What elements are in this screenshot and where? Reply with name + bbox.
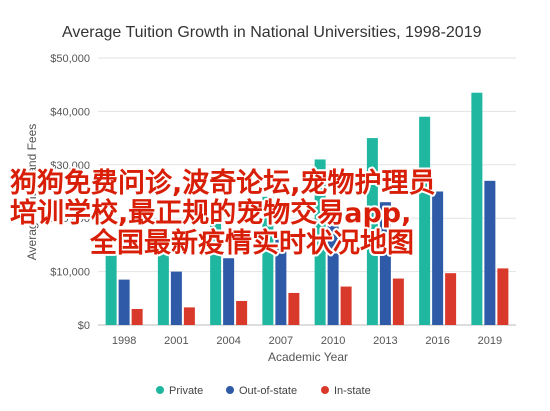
y-axis-label: Average Tuition and Fees (25, 124, 39, 261)
bar-out-of-state-2004 (223, 258, 235, 325)
y-tick-label: $40,000 (50, 106, 90, 118)
x-tick-label: 2004 (216, 335, 240, 347)
overlay-line-1: 狗狗免费问诊,波奇论坛,宠物护理员 (10, 167, 436, 199)
bar-out-of-state-2019 (484, 180, 496, 325)
legend-swatch (226, 386, 234, 394)
bar-in-state-2001 (183, 307, 195, 325)
overlay-line-2: 培训学校,最正规的宠物交易app, (10, 197, 411, 229)
bar-out-of-state-2010 (327, 218, 339, 325)
x-tick-label: 2010 (321, 335, 345, 347)
legend-label: Out-of-state (239, 385, 297, 397)
bar-in-state-2016 (445, 273, 457, 325)
bar-in-state-2007 (288, 292, 300, 325)
bar-out-of-state-2016 (432, 191, 444, 325)
bar-out-of-state-2001 (170, 271, 182, 325)
bar-in-state-2004 (236, 300, 248, 325)
bar-in-state-2010 (340, 286, 352, 325)
bar-in-state-2013 (392, 278, 404, 325)
bar-out-of-state-2007 (275, 239, 287, 325)
y-tick-label: $30,000 (50, 160, 90, 172)
bar-private-2010 (314, 159, 326, 325)
bar-out-of-state-1998 (118, 279, 130, 325)
bars (105, 92, 509, 326)
bar-private-2016 (419, 116, 431, 326)
x-axis-label: Academic Year (268, 350, 348, 364)
x-tick-label: 2007 (269, 335, 293, 347)
x-tick-label: 2019 (478, 335, 502, 347)
bar-private-2007 (262, 196, 274, 325)
bar-private-2001 (157, 234, 169, 325)
y-tick-label: $50,000 (50, 53, 90, 65)
legend-label: In-state (334, 385, 371, 397)
y-tick-label: $20,000 (50, 213, 90, 225)
bar-private-1998 (105, 250, 117, 325)
legend: Private Out-of-state In-state (156, 385, 371, 397)
legend-label: Private (169, 385, 203, 397)
x-tick-label: 2013 (373, 335, 397, 347)
bar-in-state-2019 (497, 268, 509, 325)
x-tick-label: 1998 (112, 335, 136, 347)
legend-swatch (156, 386, 164, 394)
bar-private-2019 (471, 92, 483, 326)
legend-swatch (321, 386, 329, 394)
x-tick-label: 2001 (164, 335, 188, 347)
bar-out-of-state-2013 (379, 202, 391, 325)
overlay-line-3: 全国最新疫情实时状况地图 (89, 227, 414, 259)
watermark-overlay: 狗狗免费问诊,波奇论坛,宠物护理员 培训学校,最正规的宠物交易app, 全国最新… (8, 165, 438, 261)
chart-title: Average Tuition Growth in National Unive… (62, 24, 482, 41)
x-tick-label: 2016 (425, 335, 449, 347)
bar-private-2004 (210, 218, 222, 325)
x-axis-ticks: 1998 2001 2004 2007 2010 2013 2016 2019 (112, 335, 502, 347)
y-tick-label: $0 (78, 320, 90, 332)
y-axis-ticks: $0 $10,000 $20,000 $30,000 $40,000 $50,000 (50, 53, 90, 332)
y-tick-label: $10,000 (50, 267, 90, 279)
bar-in-state-1998 (131, 308, 143, 325)
bar-private-2013 (366, 138, 378, 325)
